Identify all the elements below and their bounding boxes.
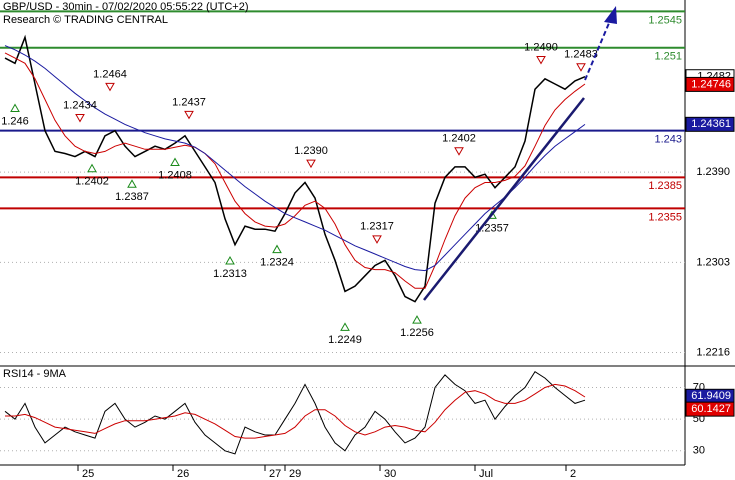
x-tick-label: 29 [289,468,301,480]
pattern-marker [10,103,20,113]
level-label: 1.251 [654,51,682,63]
price-tag-label: 61.9409 [691,390,731,402]
annotation-label: 1.2434 [63,99,97,111]
chart-title: GBP/USD - 30min - 07/02/2020 05:55:22 (U… [3,1,248,13]
pattern-marker [127,179,137,188]
level-label: 1.243 [654,134,682,146]
rsi-tick-label: 30 [693,445,705,457]
annotation-label: 1.2313 [213,268,247,280]
pattern-marker [306,159,316,169]
x-tick-label: 30 [384,468,396,480]
level-label: 1.2385 [648,180,682,192]
price-tag-label: 1.24361 [691,118,731,130]
annotation-label: 1.2464 [93,68,127,80]
price-line [4,45,586,272]
price-line [4,52,586,289]
pattern-marker [170,157,180,166]
price-tag [685,76,735,92]
annotation-label: 1.2437 [172,96,206,108]
pattern-marker [184,110,194,120]
rsi-label: RSI14 - 9MA [3,368,67,380]
arrow-head [604,6,617,24]
plot: 1.2216 1.2303 1.2390 25 26 27 29 30 Jul 2 1.2545 1.… [0,10,735,480]
chart-subtitle: Research © TRADING CENTRAL [3,14,168,26]
pattern-marker [272,244,282,254]
annotation-label: 1.2324 [260,256,294,268]
annotation-label: 1.2387 [115,191,149,203]
x-tick-label: 26 [177,468,189,480]
price-tag-label: 1.24746 [691,78,731,90]
annotation-label: 1.2402 [442,133,476,145]
x-tick-label: Jul [479,468,493,480]
annotation-label: 1.2408 [158,169,192,181]
level-label: 1.2355 [648,211,682,223]
annotation-label: 1.2483 [564,49,598,61]
pattern-marker [412,315,422,324]
annotation-label: 1.246 [1,115,29,127]
price-tag [685,116,735,132]
price-tag-label: 60.1427 [691,403,731,415]
pattern-marker [372,235,382,244]
x-tick-label: 27 [269,468,281,480]
y-tick-label: 1.2390 [696,166,730,178]
annotation-label: 1.2317 [360,221,394,233]
y-tick-label: 1.2216 [696,346,730,358]
pattern-marker [576,63,586,72]
rsi-line [4,371,586,455]
pattern-marker [75,114,85,123]
pattern-marker [536,55,546,65]
annotation-label: 1.2256 [400,327,434,339]
x-tick-label: 2 [570,468,576,480]
annotation-label: 1.2390 [294,145,328,157]
pattern-marker [105,82,115,92]
y-tick-label: 1.2303 [696,256,730,268]
pattern-marker [225,255,235,265]
rsi-line [5,383,586,439]
projection-arrow [584,15,613,81]
annotation-label: 1.2249 [328,334,362,346]
price-tag [685,401,735,417]
pattern-marker [454,147,464,156]
annotation-label: 1.2490 [524,41,558,53]
trend-line [423,97,585,301]
level-label: 1.2545 [648,14,682,26]
pattern-marker [87,163,97,173]
pattern-marker [340,322,350,331]
annotation-label: 1.2402 [75,176,109,188]
price-line [4,34,586,303]
x-tick-label: 25 [82,468,94,480]
